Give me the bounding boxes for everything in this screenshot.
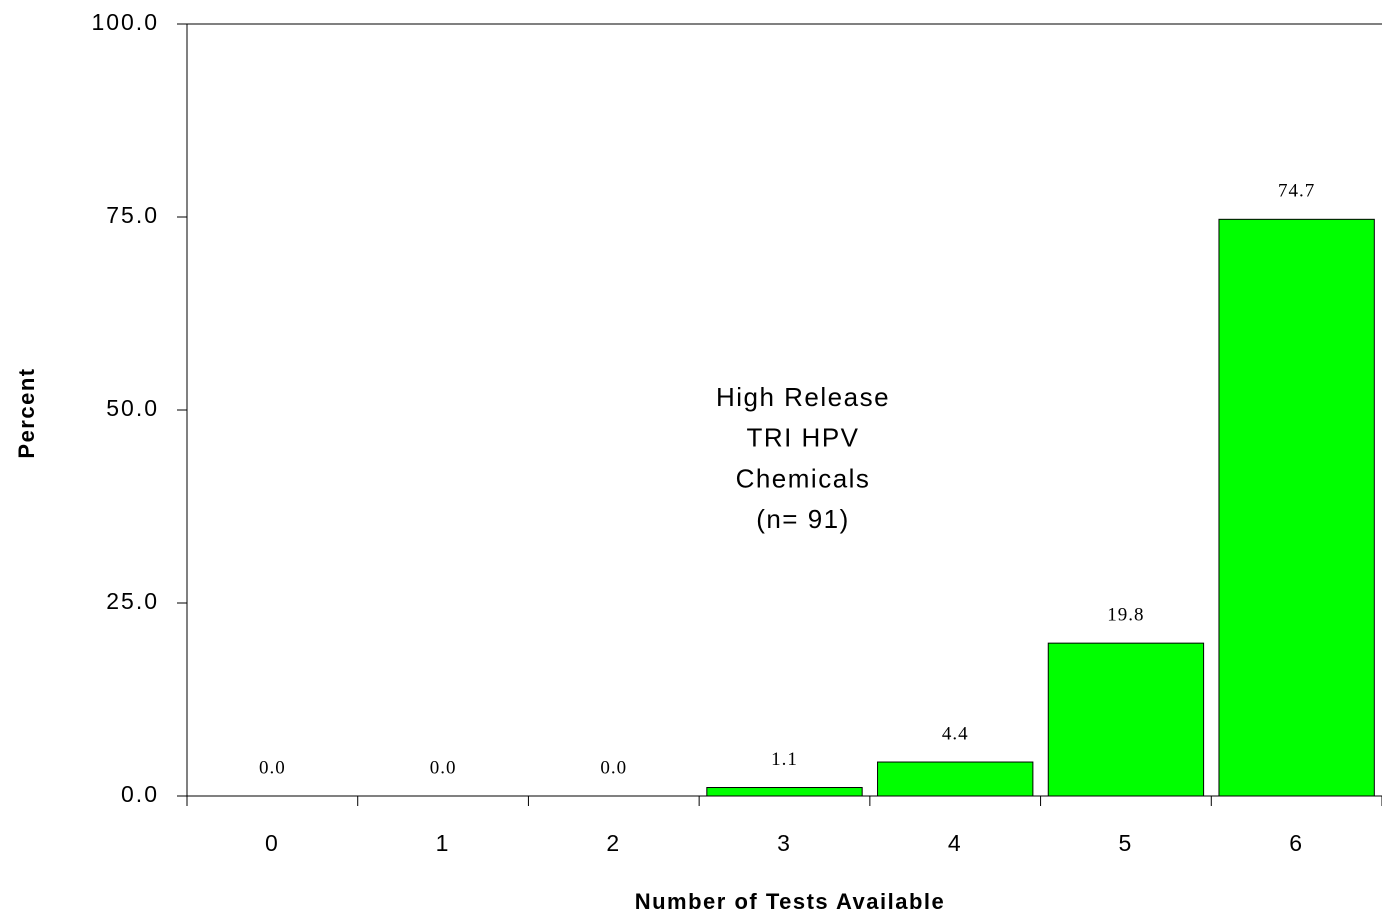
value-label: 19.8 <box>1107 605 1144 626</box>
y-axis-title: Percent <box>14 367 39 458</box>
x-tick-label: 6 <box>1289 830 1304 856</box>
x-tick-label: 0 <box>265 830 280 856</box>
x-tick-label: 4 <box>948 830 963 856</box>
y-tick-label: 100.0 <box>91 9 159 35</box>
annotation: High Release <box>716 382 890 412</box>
value-label: 0.0 <box>600 757 627 778</box>
annotation: TRI HPV <box>746 423 859 453</box>
value-label: 4.4 <box>942 723 969 744</box>
value-label: 1.1 <box>771 749 798 770</box>
bar <box>877 761 1034 797</box>
y-tick-label: 75.0 <box>106 202 159 228</box>
annotation: Chemicals <box>736 463 871 493</box>
bar <box>1218 218 1375 797</box>
y-tick-label: 50.0 <box>106 395 159 421</box>
x-tick-label: 2 <box>606 830 621 856</box>
value-label: 0.0 <box>430 757 457 778</box>
value-label: 74.7 <box>1278 181 1315 202</box>
annotation: (n= 91) <box>756 504 850 534</box>
y-tick-label: 0.0 <box>121 781 159 807</box>
x-tick-label: 5 <box>1119 830 1134 856</box>
y-tick-label: 25.0 <box>106 588 159 614</box>
x-tick-label: 1 <box>436 830 451 856</box>
bar <box>706 787 863 797</box>
x-tick-label: 3 <box>777 830 792 856</box>
value-label: 0.0 <box>259 757 286 778</box>
bar <box>1047 642 1205 797</box>
x-axis-title: Number of Tests Available <box>635 889 946 914</box>
